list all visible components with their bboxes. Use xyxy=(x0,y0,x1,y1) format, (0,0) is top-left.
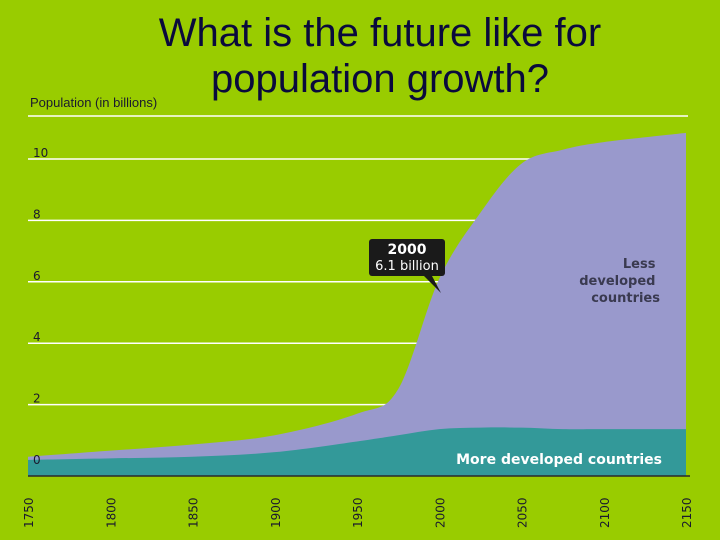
x-tick-labels: 1750 1800 1850 1900 1950 2000 2050 2100 2150 xyxy=(22,497,694,528)
callout-box xyxy=(369,239,445,276)
y-tick-label: 10 xyxy=(33,146,48,160)
callout-pointer xyxy=(424,276,441,293)
x-tick-label: 2000 xyxy=(433,497,447,528)
series-label-less-developed: Less developed countries xyxy=(579,257,660,306)
slide-title: What is the future like for population g… xyxy=(0,10,720,102)
y-tick-label: 8 xyxy=(33,207,41,221)
x-tick-label: 1800 xyxy=(104,497,118,528)
x-tick-label: 1850 xyxy=(187,497,201,528)
y-axis-label: Population (in billions) xyxy=(30,95,157,110)
callout-2000: 2000 6.1 billion xyxy=(369,239,445,293)
y-tick-label: 2 xyxy=(33,392,41,406)
callout-value: 6.1 billion xyxy=(375,259,439,274)
x-tick-label: 1750 xyxy=(22,497,36,528)
x-tick-label: 2050 xyxy=(516,497,530,528)
x-tick-label: 2100 xyxy=(598,497,612,528)
y-tick-label: 0 xyxy=(33,453,41,467)
callout-year: 2000 xyxy=(388,242,427,258)
title-line-1: What is the future like for xyxy=(158,11,602,55)
y-tick-label: 4 xyxy=(33,330,41,344)
area-more-developed xyxy=(28,427,686,476)
y-tick-label: 6 xyxy=(33,269,41,283)
x-tick-label: 1950 xyxy=(351,497,365,528)
x-tick-label: 2150 xyxy=(680,497,694,528)
x-tick-label: 1900 xyxy=(269,497,283,528)
title-line-2: population growth? xyxy=(210,57,550,101)
area-less-developed xyxy=(28,132,686,476)
y-tick-labels: 0 2 4 6 8 10 xyxy=(33,146,48,467)
series-label-more-developed: More developed countries xyxy=(456,452,662,468)
